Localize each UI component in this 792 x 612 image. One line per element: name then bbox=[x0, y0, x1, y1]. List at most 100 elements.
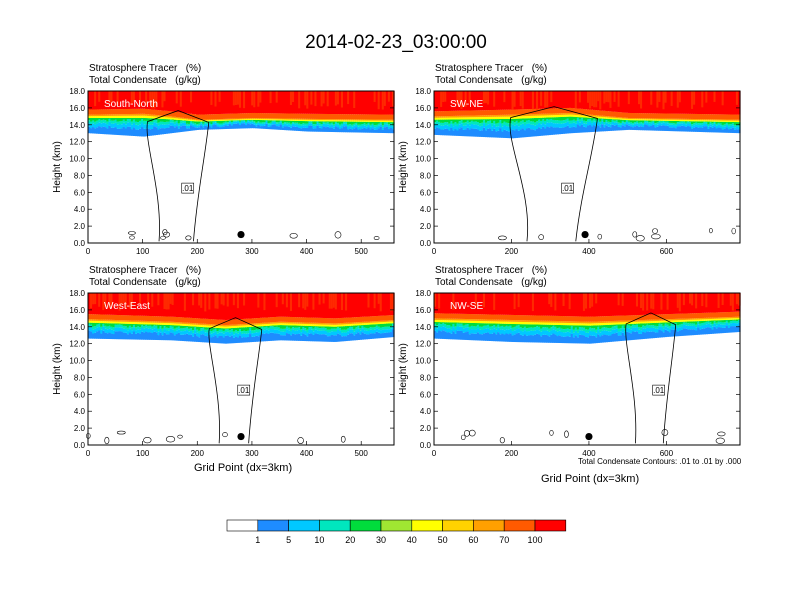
tracer-cell bbox=[310, 293, 313, 318]
tracer-cell bbox=[277, 327, 281, 331]
tracer-cell bbox=[478, 130, 482, 137]
tracer-cell bbox=[236, 118, 240, 120]
tracer-cell bbox=[228, 293, 232, 320]
tracer-cell bbox=[564, 325, 568, 329]
tracer-cell bbox=[525, 120, 529, 124]
tracer-cell bbox=[556, 336, 560, 343]
tracer-cell bbox=[472, 128, 476, 137]
tracer-cell bbox=[625, 320, 629, 323]
tracer-cell bbox=[672, 113, 676, 119]
tracer-cell bbox=[281, 125, 285, 128]
tracer-cell bbox=[122, 328, 126, 333]
tracer-cell bbox=[218, 328, 222, 330]
tracer-cell bbox=[434, 116, 437, 118]
tracer-cell bbox=[605, 330, 608, 336]
tracer-cell bbox=[265, 325, 269, 327]
tracer-cell bbox=[134, 91, 138, 109]
tracer-cell bbox=[489, 119, 492, 121]
tracer-cell bbox=[375, 322, 379, 325]
tracer-cell bbox=[560, 332, 564, 337]
tracer-cell bbox=[212, 119, 216, 121]
tracer-cell bbox=[568, 120, 572, 124]
surface-contour bbox=[497, 235, 507, 241]
tracer-cell bbox=[100, 109, 103, 115]
tracer-cell bbox=[460, 323, 464, 327]
tracer-cell bbox=[656, 320, 659, 323]
tracer-cell bbox=[96, 109, 99, 115]
tracer-cell bbox=[464, 122, 468, 126]
tracer-cell bbox=[136, 91, 140, 109]
surface-contour bbox=[632, 231, 638, 238]
y-tick-label: 14.0 bbox=[415, 121, 431, 130]
tracer-cell bbox=[695, 121, 698, 123]
tracer-cell bbox=[631, 324, 635, 328]
tracer-cell bbox=[159, 316, 163, 322]
tracer-cell bbox=[448, 116, 451, 118]
tracer-cell bbox=[230, 91, 234, 114]
tracer-cell bbox=[615, 119, 619, 121]
tracer-cell bbox=[316, 121, 320, 124]
tracer-cell bbox=[92, 333, 95, 339]
tracer-cell bbox=[576, 91, 580, 109]
tracer-cell bbox=[533, 322, 537, 325]
tracer-cell bbox=[493, 328, 496, 333]
tracer-cell bbox=[650, 321, 653, 324]
tracer-cell bbox=[515, 91, 519, 110]
tracer-cell bbox=[165, 91, 169, 111]
tracer-cell bbox=[253, 332, 256, 337]
tracer-cell bbox=[497, 116, 500, 120]
condensate-contour bbox=[208, 317, 263, 444]
tracer-cell bbox=[440, 117, 443, 120]
tracer-cell bbox=[212, 319, 216, 325]
tracer-cell bbox=[544, 124, 547, 129]
tracer-cell bbox=[247, 121, 250, 124]
tracer-cell bbox=[338, 120, 342, 122]
tracer-cell bbox=[474, 326, 478, 330]
tracer-cell bbox=[605, 316, 608, 322]
tracer-cell bbox=[173, 331, 177, 336]
tracer-cell bbox=[228, 120, 232, 122]
tracer-cell bbox=[505, 130, 509, 139]
tracer-cell bbox=[177, 293, 181, 318]
tracer-cell bbox=[265, 123, 269, 129]
tracer-cell bbox=[533, 125, 537, 131]
tracer-cell bbox=[322, 326, 326, 328]
tracer-cell bbox=[132, 293, 136, 316]
tracer-cell bbox=[385, 320, 389, 322]
tracer-cell bbox=[375, 328, 379, 332]
tracer-cell bbox=[468, 326, 472, 331]
tracer-cell bbox=[613, 125, 617, 131]
tracer-cell bbox=[157, 118, 160, 123]
tracer-cell bbox=[175, 293, 179, 318]
tracer-cell bbox=[613, 117, 617, 120]
tracer-cell bbox=[489, 323, 492, 327]
tracer-cell bbox=[251, 336, 254, 343]
tracer-cell bbox=[593, 121, 596, 126]
tracer-cell bbox=[171, 326, 175, 330]
tracer-cell bbox=[353, 120, 356, 122]
tracer-cell bbox=[513, 326, 517, 331]
tracer-cell bbox=[94, 314, 97, 320]
tracer-cell bbox=[558, 108, 562, 114]
tracer-cell bbox=[613, 320, 617, 323]
tracer-cell bbox=[711, 127, 715, 133]
tracer-cell bbox=[646, 125, 649, 131]
tracer-cell bbox=[648, 319, 651, 322]
tracer-cell bbox=[124, 323, 128, 327]
tracer-cell bbox=[198, 330, 201, 334]
tracer-cell bbox=[116, 314, 120, 321]
tracer-cell bbox=[476, 117, 480, 120]
tracer-cell bbox=[689, 329, 692, 336]
tracer-streak bbox=[118, 293, 122, 311]
tracer-cell bbox=[163, 323, 167, 325]
tracer-cell bbox=[369, 126, 373, 130]
tracer-cell bbox=[147, 124, 150, 129]
tracer-cell bbox=[525, 91, 529, 110]
tracer-streak bbox=[521, 91, 525, 109]
contour-label-box bbox=[237, 384, 251, 396]
tracer-cell bbox=[701, 121, 704, 124]
tracer-cell bbox=[281, 316, 285, 322]
tracer-streak bbox=[452, 293, 455, 310]
tracer-cell bbox=[102, 319, 105, 322]
x-tick-label: 400 bbox=[582, 247, 596, 256]
